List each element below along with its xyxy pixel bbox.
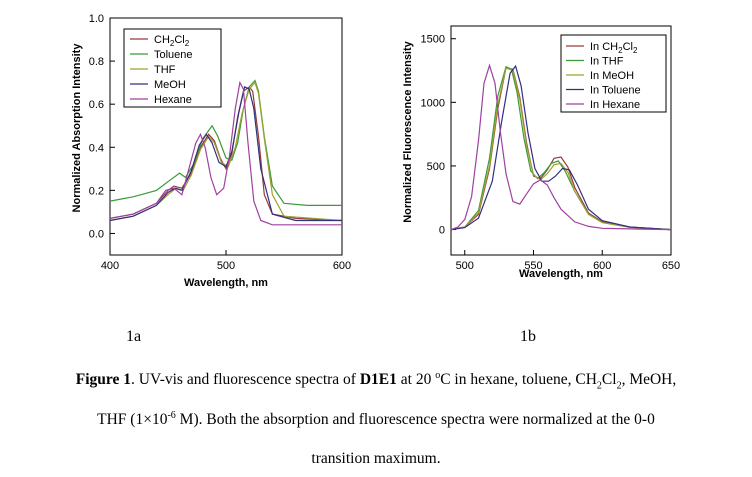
fluorescence-y-axis-label: Normalized Fluorescence Intensity bbox=[402, 40, 414, 222]
a-x-tick-label: 500 bbox=[217, 260, 235, 272]
a-y-tick-label: 0.2 bbox=[89, 185, 104, 197]
a-series-line-4 bbox=[109, 80, 342, 226]
b-x-tick-label: 550 bbox=[524, 260, 542, 272]
a-legend-label-sub: 2 bbox=[185, 39, 190, 48]
a-legend-label-part: Cl bbox=[174, 34, 184, 46]
b-y-tick-label: 1000 bbox=[421, 97, 445, 109]
subfigure-label-a: 1a bbox=[126, 328, 142, 345]
fluorescence-x-axis-label: Wavelength, nm bbox=[519, 268, 603, 280]
figure-caption-line-2: THF (1×10-6 M). Both the absorption and … bbox=[0, 410, 752, 429]
b-legend-label-sub: 2 bbox=[618, 46, 623, 55]
a-y-tick-label: 1.0 bbox=[89, 13, 104, 25]
absorption-y-axis-label: Normalized Absorption Intensity bbox=[71, 43, 83, 213]
b-x-tick-label: 600 bbox=[593, 260, 611, 272]
fluorescence-axes-frame bbox=[450, 25, 672, 256]
b-x-tick-label: 500 bbox=[456, 260, 474, 272]
b-legend-label-part: Cl bbox=[623, 41, 633, 53]
a-legend-label-4: Hexane bbox=[154, 94, 192, 106]
b-series-line-2 bbox=[450, 67, 672, 231]
absorption-ticks: 400 500 600 0.0 0.2 0.4 0.6 0.8 1.0 bbox=[89, 13, 351, 272]
figure-caption-line-3: transition maximum. bbox=[311, 450, 441, 467]
b-legend-label-sub: 2 bbox=[633, 46, 638, 55]
a-y-tick-label: 0.0 bbox=[89, 228, 104, 240]
a-legend-label-1: Toluene bbox=[154, 49, 193, 61]
a-legend-label-0: CH2Cl2 bbox=[154, 34, 190, 48]
b-series-line-3 bbox=[450, 64, 672, 231]
caption-sub-2: 2 bbox=[616, 380, 622, 392]
b-series-line-4 bbox=[450, 63, 672, 231]
subfigure-label-b: 1b bbox=[520, 328, 536, 345]
caption-sub-1: 2 bbox=[596, 380, 602, 392]
absorption-x-axis-label: Wavelength, nm bbox=[184, 277, 268, 289]
fluorescence-legend-box bbox=[560, 34, 667, 113]
b-y-tick-label: 1500 bbox=[421, 34, 445, 46]
fluorescence-series bbox=[450, 63, 672, 231]
figure-caption-line-1: Figure 1. UV-vis and fluorescence spectr… bbox=[0, 370, 752, 391]
a-series-line-2 bbox=[109, 81, 343, 222]
caption-text-3: C in hexane, toluene, CH bbox=[440, 371, 597, 389]
a-legend-label-part: CH bbox=[154, 34, 170, 46]
caption-line2-b: M). Both the absorption and fluorescence… bbox=[175, 411, 655, 429]
a-legend-label-3: MeOH bbox=[154, 79, 186, 91]
absorption-legend-box bbox=[123, 28, 222, 108]
a-x-tick-label: 600 bbox=[333, 260, 351, 272]
degree-symbol: o bbox=[435, 370, 441, 381]
a-legend-label-2: THF bbox=[154, 64, 176, 76]
a-y-tick-label: 0.4 bbox=[89, 142, 104, 154]
compound-name: D1E1 bbox=[359, 371, 397, 389]
caption-text-5: , MeOH, bbox=[621, 371, 677, 389]
b-x-tick-label: 650 bbox=[662, 260, 680, 272]
b-y-tick-label: 500 bbox=[427, 161, 445, 173]
b-legend-label-1: In THF bbox=[590, 56, 624, 68]
a-y-tick-label: 0.6 bbox=[89, 99, 104, 111]
caption-text-4: Cl bbox=[601, 371, 617, 389]
caption-text-1: . UV-vis and fluorescence spectra of bbox=[131, 371, 360, 389]
b-legend-label-0: In CH2Cl2 bbox=[590, 41, 638, 55]
b-legend-label-part: In CH bbox=[590, 41, 618, 53]
absorption-chart: 400 500 600 0.0 0.2 0.4 0.6 0.8 1.0 Wavelength, … bbox=[71, 13, 681, 289]
absorption-series bbox=[109, 79, 343, 226]
concentration-exponent: -6 bbox=[167, 410, 176, 421]
a-legend-label-sub: 2 bbox=[170, 39, 175, 48]
caption-line2-a: THF (1×10 bbox=[97, 411, 168, 429]
fluorescence-ticks: 500 550 600 650 0 500 1000 1500 bbox=[421, 34, 681, 272]
caption-text-2: at 20 bbox=[396, 371, 436, 389]
b-legend-label-2: In MeOH bbox=[590, 70, 634, 82]
a-x-tick-label: 400 bbox=[101, 260, 119, 272]
a-series-line-3 bbox=[109, 86, 342, 222]
b-y-tick-label: 0 bbox=[439, 225, 445, 237]
b-legend-label-4: In Hexane bbox=[590, 99, 640, 111]
absorption-plot-area: 400 500 600 0.0 0.2 0.4 0.6 0.8 1.0 Wavelength, … bbox=[71, 13, 351, 289]
figure-label: Figure 1 bbox=[75, 371, 131, 389]
a-y-tick-label: 0.8 bbox=[89, 56, 104, 68]
b-legend-label-3: In Toluene bbox=[590, 85, 641, 97]
